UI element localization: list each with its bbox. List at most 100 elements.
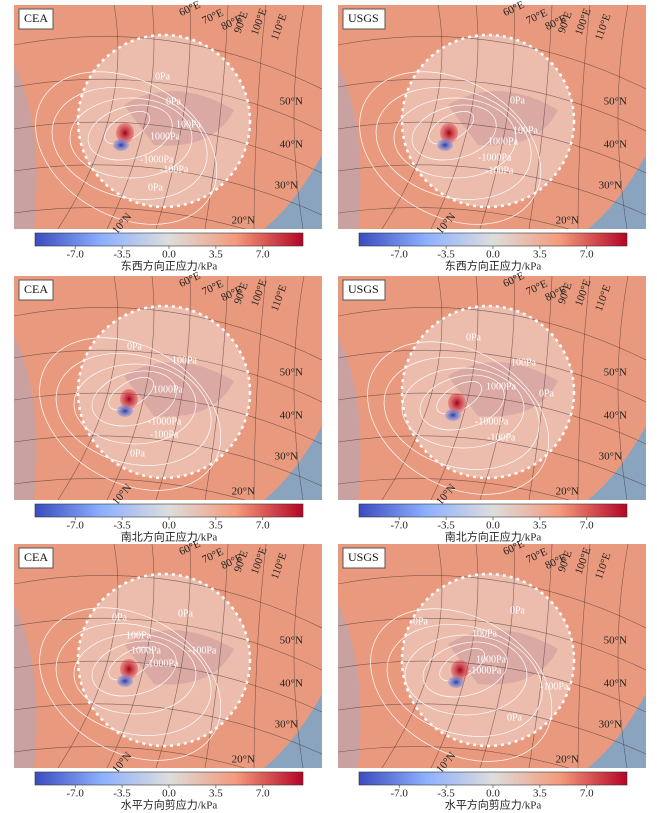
contour-label: 0Pa (539, 388, 555, 399)
colorbar (358, 232, 628, 247)
contour-label: 0Pa (130, 448, 146, 459)
meridian (479, 276, 515, 500)
colorbar (358, 771, 628, 786)
map-panel: CEA0Pa100Pa1000Pa-1000Pa-100Pa0Pa60°E70°… (14, 270, 322, 507)
colorbar-tick-label: 0.0 (162, 249, 176, 261)
parallel (338, 307, 646, 361)
latitude-label: 40°N (604, 410, 627, 422)
colorbar-tick-label: -3.5 (113, 249, 131, 261)
colorbar-tick-label: -7.0 (66, 788, 84, 800)
parallel (14, 121, 322, 174)
study-boundary (400, 33, 576, 209)
colorbar-tick-label: -3.5 (437, 520, 455, 532)
colorbar-tick-label: 7.0 (256, 788, 270, 800)
contour-line (383, 357, 540, 470)
latitude-label: 50°N (280, 96, 303, 108)
meridian (430, 544, 479, 768)
source-box (18, 279, 54, 301)
contour-line (39, 337, 222, 491)
latitude-label: 20°N (556, 486, 579, 498)
negative-anomaly (437, 139, 453, 151)
colorbar-tick-label: 3.5 (533, 788, 547, 800)
study-boundary (400, 572, 576, 748)
contour-line (370, 608, 553, 762)
contour-line (108, 377, 154, 411)
meridian (528, 5, 553, 229)
meridian (155, 276, 191, 500)
meridian (430, 276, 479, 500)
colorbar-tick-label: 0.0 (162, 788, 176, 800)
meridian (253, 5, 267, 229)
colorbar-tick-label: 3.5 (533, 249, 547, 261)
land-west (338, 336, 361, 500)
contour-label: -1000Pa (148, 416, 182, 427)
colorbar-title: 东西方向正应力/kPa (121, 259, 218, 273)
map (14, 544, 322, 768)
colorbar-tick-label: 0.0 (486, 249, 500, 261)
colorbar-tick-label: 0.0 (486, 520, 500, 532)
latitude-label: 30°N (599, 451, 622, 463)
meridian (577, 276, 591, 500)
contour-line (91, 640, 177, 697)
map-panel: CEA0Pa0Pa100Pa1000Pa-1000Pa-100Pa0Pa60°E… (14, 0, 322, 236)
contour-label: -1000Pa (140, 154, 174, 165)
latitude-label: 30°N (599, 719, 622, 731)
colorbar (34, 232, 304, 247)
latitude-label: 40°N (280, 678, 303, 690)
colorbar-tick-label: -7.0 (390, 249, 408, 261)
map (14, 5, 322, 229)
contour-line (436, 381, 482, 415)
contour-line (386, 624, 543, 737)
source-label: USGS (348, 11, 379, 25)
contour-label: -100Pa (150, 429, 179, 440)
parallel (338, 435, 646, 487)
latitude-label: 50°N (604, 367, 627, 379)
latitude-label: 20°N (556, 215, 579, 227)
latitude-label: 20°N (232, 754, 255, 766)
latitude-label: 30°N (275, 180, 298, 192)
contour-label: 0Pa (112, 612, 128, 623)
negative-anomaly (113, 139, 129, 151)
source-box (342, 8, 386, 30)
latitude-label: 50°N (280, 635, 303, 647)
land-west (14, 336, 37, 500)
parallel (14, 349, 322, 403)
meridian (106, 276, 155, 500)
colorbar-title: 水平方向剪应力/kPa (445, 798, 542, 812)
contour-line (35, 71, 218, 225)
contour-line (404, 634, 528, 716)
contour-label: 100Pa (126, 630, 152, 641)
parallel (338, 392, 646, 445)
latitude-label: 30°N (275, 451, 298, 463)
colorbar-tick-label: -7.0 (390, 788, 408, 800)
latitude-label: 20°N (232, 486, 255, 498)
colorbar-tick-label: 7.0 (256, 520, 270, 532)
contour-line (73, 633, 197, 715)
contour-line (411, 104, 497, 161)
meridian (577, 544, 591, 768)
meridian (253, 544, 267, 768)
colorbar-title: 南北方向正应力/kPa (445, 530, 542, 544)
meridian (479, 544, 515, 768)
map (338, 5, 646, 229)
positive-anomaly (120, 389, 138, 409)
parallel (338, 703, 646, 755)
positive-anomaly (440, 123, 458, 143)
meridian (57, 276, 119, 500)
source-label: CEA (24, 11, 48, 25)
contour-line (55, 623, 212, 736)
contour-label: 1000Pa (153, 384, 184, 395)
parallel (338, 164, 646, 216)
parallel (338, 121, 646, 174)
contour-label: 0Pa (127, 341, 143, 352)
source-box (18, 8, 54, 30)
positive-anomaly (116, 123, 134, 143)
study-boundary (76, 572, 252, 748)
land-west (338, 604, 361, 768)
plateau (124, 91, 234, 146)
latitude-label: 40°N (280, 410, 303, 422)
colorbar-tick-label: 0.0 (486, 788, 500, 800)
contour-line (55, 353, 212, 466)
contour-label: 0Pa (413, 616, 429, 627)
